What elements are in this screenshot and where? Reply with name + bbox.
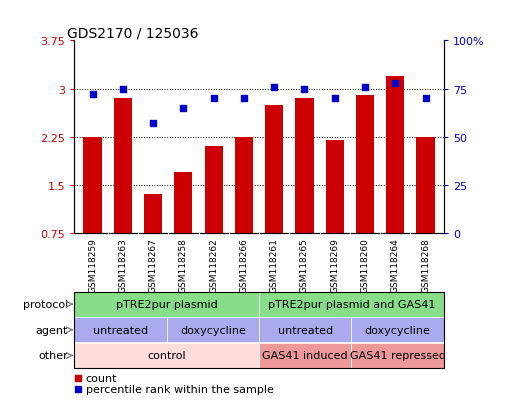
Point bbox=[119, 86, 127, 93]
Text: GSM118267: GSM118267 bbox=[149, 238, 157, 293]
Text: doxycycline: doxycycline bbox=[365, 325, 430, 335]
Bar bbox=[356, 96, 374, 233]
Text: doxycycline: doxycycline bbox=[180, 325, 246, 335]
Bar bbox=[74, 343, 259, 368]
Bar bbox=[351, 318, 444, 342]
Bar bbox=[84, 137, 102, 233]
Point bbox=[270, 84, 279, 91]
Point bbox=[422, 95, 430, 102]
Bar bbox=[235, 137, 253, 233]
Bar bbox=[265, 105, 283, 233]
Bar bbox=[174, 173, 192, 233]
Text: GSM118261: GSM118261 bbox=[270, 238, 279, 293]
Bar bbox=[259, 292, 444, 317]
Text: GSM118268: GSM118268 bbox=[421, 238, 430, 293]
Point bbox=[361, 84, 369, 91]
Text: GSM118269: GSM118269 bbox=[330, 238, 339, 293]
Bar bbox=[417, 137, 435, 233]
Bar bbox=[114, 99, 132, 233]
Bar bbox=[74, 292, 444, 368]
Bar bbox=[259, 318, 351, 342]
Text: GSM118266: GSM118266 bbox=[240, 238, 248, 293]
Point bbox=[391, 80, 400, 87]
Text: GSM118265: GSM118265 bbox=[300, 238, 309, 293]
Point bbox=[88, 92, 96, 98]
Bar bbox=[167, 318, 259, 342]
Text: GSM118262: GSM118262 bbox=[209, 238, 218, 292]
Bar bbox=[74, 292, 259, 317]
Bar bbox=[351, 343, 444, 368]
Text: GDS2170 / 125036: GDS2170 / 125036 bbox=[67, 26, 199, 40]
Point bbox=[301, 86, 309, 93]
Text: GSM118259: GSM118259 bbox=[88, 238, 97, 293]
Text: percentile rank within the sample: percentile rank within the sample bbox=[86, 384, 273, 394]
Point bbox=[240, 95, 248, 102]
Text: count: count bbox=[86, 373, 117, 383]
Text: pTRE2pur plasmid: pTRE2pur plasmid bbox=[116, 299, 218, 309]
Bar bbox=[386, 76, 404, 233]
Bar bbox=[144, 195, 162, 233]
Text: control: control bbox=[147, 351, 186, 361]
Text: untreated: untreated bbox=[278, 325, 333, 335]
Point bbox=[331, 95, 339, 102]
Bar bbox=[295, 99, 313, 233]
Text: pTRE2pur plasmid and GAS41: pTRE2pur plasmid and GAS41 bbox=[268, 299, 435, 309]
Text: GSM118258: GSM118258 bbox=[179, 238, 188, 293]
Bar bbox=[326, 140, 344, 233]
Text: untreated: untreated bbox=[93, 325, 148, 335]
Text: GSM118260: GSM118260 bbox=[361, 238, 369, 293]
Text: protocol: protocol bbox=[23, 299, 68, 309]
Bar bbox=[74, 318, 167, 342]
Text: GSM118264: GSM118264 bbox=[391, 238, 400, 292]
Bar bbox=[205, 147, 223, 233]
Text: GAS41 induced: GAS41 induced bbox=[263, 351, 348, 361]
Text: other: other bbox=[38, 351, 68, 361]
Text: GAS41 repressed: GAS41 repressed bbox=[349, 351, 446, 361]
Bar bbox=[259, 343, 351, 368]
Text: GSM118263: GSM118263 bbox=[119, 238, 127, 293]
Point bbox=[149, 121, 157, 127]
Point bbox=[179, 105, 187, 112]
Point bbox=[209, 95, 218, 102]
Text: agent: agent bbox=[36, 325, 68, 335]
